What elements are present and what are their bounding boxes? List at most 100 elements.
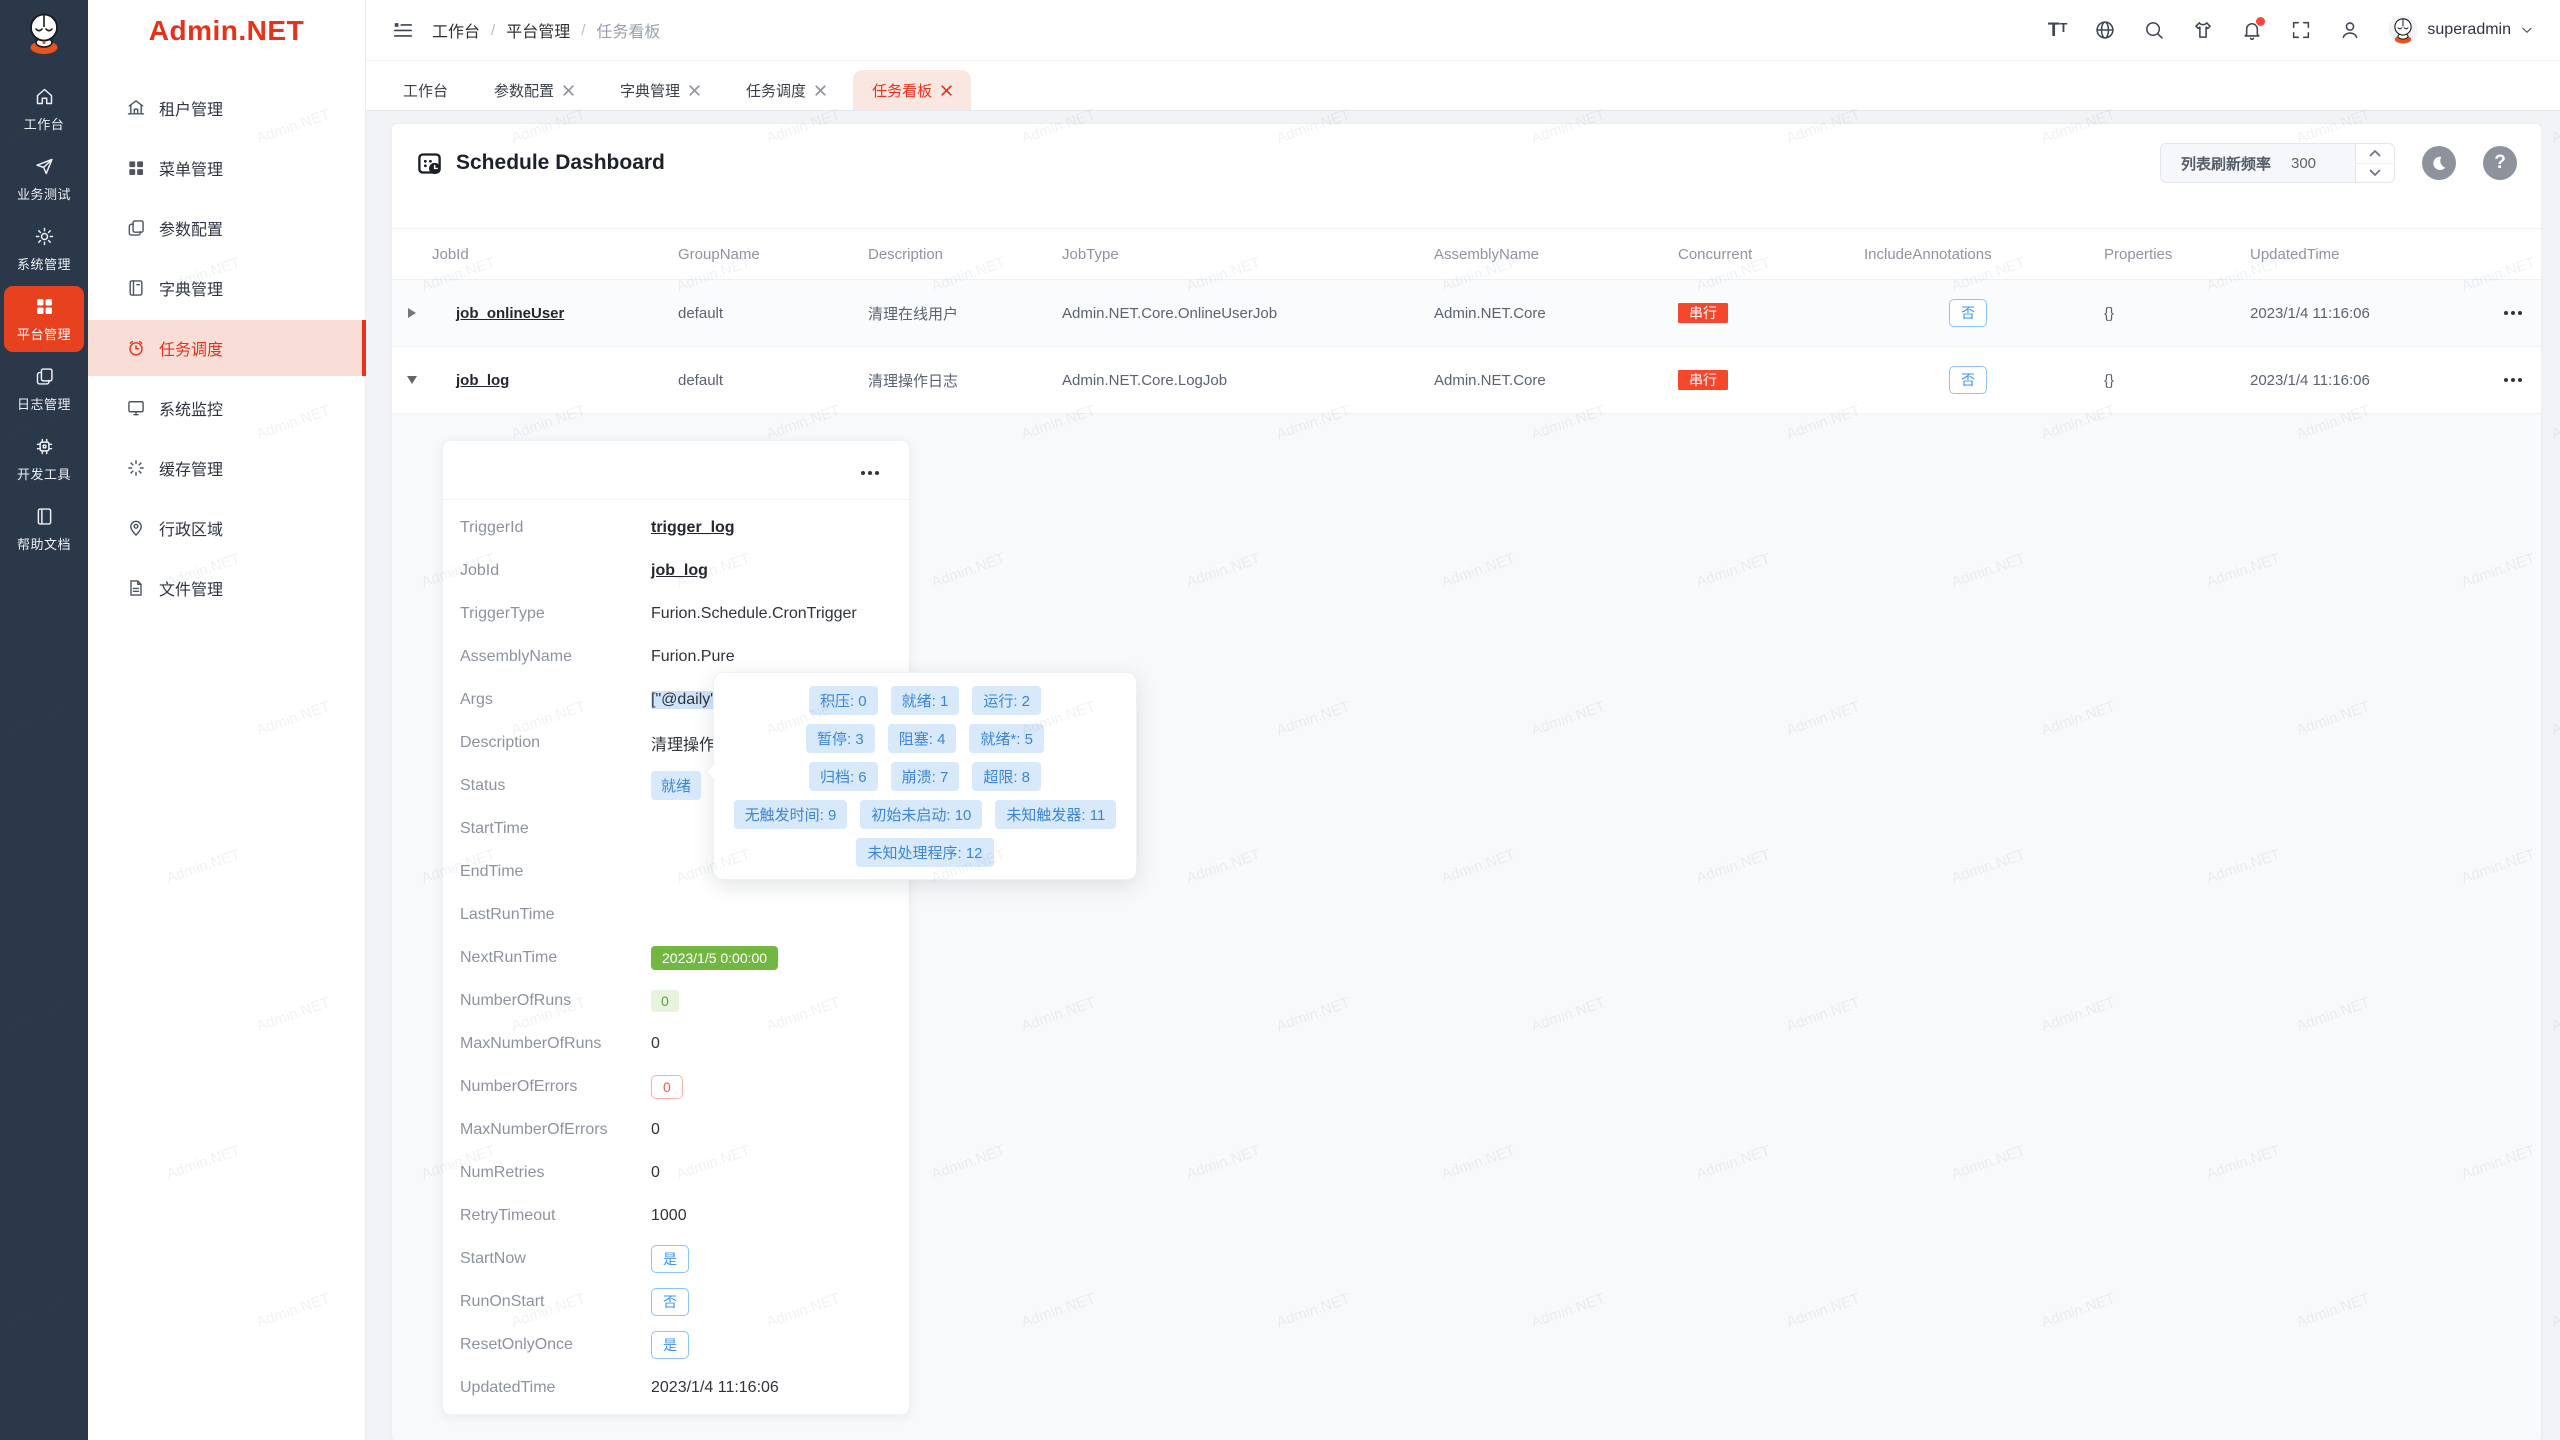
rail-item-help-docs[interactable]: 帮助文档 bbox=[4, 496, 84, 562]
dark-mode-icon[interactable] bbox=[2422, 146, 2456, 180]
sidebar-item-file-admin[interactable]: 文件管理 bbox=[88, 560, 365, 616]
job-id-link[interactable]: job_log bbox=[456, 371, 510, 389]
tab-task-dashboard[interactable]: 任务看板 bbox=[853, 70, 972, 110]
detail-label: EndTime bbox=[460, 862, 524, 880]
tab-workbench[interactable]: 工作台 bbox=[384, 70, 467, 110]
detail-row-assemblyname: AssemblyName Furion.Pure bbox=[443, 635, 909, 678]
tab-close-icon[interactable] bbox=[563, 84, 574, 96]
home-icon bbox=[36, 88, 52, 105]
page-title: Schedule Dashboard bbox=[456, 151, 665, 174]
detail-label: MaxNumberOfRuns bbox=[460, 1034, 602, 1052]
status-legend-badge: 暂停: 3 bbox=[806, 724, 875, 753]
refresh-rate-value[interactable]: 300 bbox=[2291, 154, 2317, 172]
detail-label: StartNow bbox=[460, 1249, 526, 1267]
theme-shirt-icon[interactable] bbox=[2192, 19, 2214, 41]
detail-row-starttime: StartTime bbox=[443, 807, 909, 850]
refresh-rate-label: 列表刷新频率 bbox=[2180, 155, 2271, 173]
stepper-down-icon[interactable] bbox=[2356, 164, 2394, 183]
detail-row-args: Args ["@daily"] bbox=[443, 678, 909, 721]
stepper-up-icon[interactable] bbox=[2356, 144, 2394, 164]
breadcrumb-item[interactable]: 工作台 bbox=[432, 24, 481, 41]
copy-document-icon bbox=[128, 220, 144, 236]
detail-row-triggerid: TriggerId trigger_log bbox=[443, 506, 909, 549]
rail-item-workbench[interactable]: 工作台 bbox=[4, 76, 84, 142]
sidebar-item-param-config[interactable]: 参数配置 bbox=[88, 200, 365, 256]
rail-item-label: 系统管理 bbox=[16, 257, 71, 272]
loading-spinner-icon bbox=[128, 460, 144, 476]
detail-label: AssemblyName bbox=[460, 647, 573, 665]
fullscreen-icon[interactable] bbox=[2290, 19, 2312, 41]
book-icon bbox=[37, 508, 51, 525]
user-menu[interactable]: superadmin bbox=[2388, 15, 2534, 45]
language-icon[interactable] bbox=[2094, 19, 2116, 41]
sidebar-item-system-monitor[interactable]: 系统监控 bbox=[88, 380, 365, 436]
job-id-link[interactable]: job_onlineUser bbox=[456, 304, 565, 322]
rail-item-platform-admin[interactable]: 平台管理 bbox=[4, 286, 84, 352]
rail-item-log-admin[interactable]: 日志管理 bbox=[4, 356, 84, 422]
avatar bbox=[2389, 15, 2418, 45]
header-controls: 列表刷新频率 300 bbox=[2159, 143, 2517, 183]
refresh-rate-input[interactable]: 列表刷新频率 300 bbox=[2159, 143, 2355, 183]
table-row-job-log[interactable]: job_log default 清理操作日志 Admin.NET.Core.Lo… bbox=[392, 347, 2541, 414]
tooltip-row: 暂停: 3 阻塞: 4 就绪*: 5 bbox=[726, 724, 1124, 753]
status-legend-badge: 归档: 6 bbox=[808, 762, 878, 791]
breadcrumb-item[interactable]: 平台管理 bbox=[506, 24, 571, 41]
tab-close-icon[interactable] bbox=[941, 84, 952, 96]
table-row-job-onlineUser[interactable]: job_onlineUser default 清理在线用户 Admin.NET.… bbox=[392, 280, 2541, 347]
more-actions-icon[interactable] bbox=[2500, 305, 2526, 321]
tab-close-icon[interactable] bbox=[815, 84, 826, 96]
tab-label: 任务调度 bbox=[746, 82, 807, 100]
detail-row-runonstart: RunOnStart 否 bbox=[443, 1280, 909, 1323]
trigger-detail-card: TriggerId trigger_log JobId job_log Trig… bbox=[442, 440, 910, 1415]
sidebar-item-cache-admin[interactable]: 缓存管理 bbox=[88, 440, 365, 496]
collapse-caret-icon[interactable] bbox=[392, 376, 432, 384]
sidebar-item-dict-admin[interactable]: 字典管理 bbox=[88, 260, 365, 316]
app-logo-text[interactable]: Admin.NET bbox=[148, 15, 305, 46]
detail-label: TriggerType bbox=[460, 604, 545, 622]
notification-bell-icon[interactable] bbox=[2241, 16, 2267, 41]
detail-row-numberoferrors: NumberOfErrors 0 bbox=[443, 1065, 909, 1108]
sidebar-item-admin-region[interactable]: 行政区域 bbox=[88, 500, 365, 556]
user-profile-icon[interactable] bbox=[2339, 19, 2361, 41]
cell-group-name: default bbox=[678, 371, 724, 389]
sidebar-item-menu-admin[interactable]: 菜单管理 bbox=[88, 140, 365, 196]
app-logo-mascot[interactable] bbox=[20, 9, 68, 62]
help-icon[interactable] bbox=[2483, 146, 2517, 180]
detail-label: RunOnStart bbox=[460, 1292, 545, 1310]
detail-row-status: Status 就绪 bbox=[443, 764, 909, 807]
detail-row-startnow: StartNow 是 bbox=[443, 1237, 909, 1280]
status-badge[interactable]: 就绪 bbox=[651, 771, 702, 800]
column-header: UpdatedTime bbox=[2250, 245, 2340, 263]
rail-item-business-test[interactable]: 业务测试 bbox=[4, 146, 84, 212]
breadcrumb-separator: / bbox=[581, 21, 586, 39]
search-icon[interactable] bbox=[2143, 19, 2165, 41]
sidebar-item-label: 参数配置 bbox=[159, 222, 224, 239]
column-header: AssemblyName bbox=[1434, 245, 1540, 263]
number-of-errors-badge: 0 bbox=[651, 1074, 683, 1099]
tab-param-config[interactable]: 参数配置 bbox=[475, 70, 593, 110]
start-now-badge: 是 bbox=[651, 1244, 689, 1273]
collapse-menu-icon[interactable] bbox=[392, 19, 414, 41]
trigger-id-link[interactable]: trigger_log bbox=[651, 518, 735, 536]
concurrent-badge: 串行 bbox=[1678, 370, 1728, 390]
rail-item-dev-tools[interactable]: 开发工具 bbox=[4, 426, 84, 492]
more-actions-icon[interactable] bbox=[857, 465, 883, 481]
chip-icon bbox=[36, 438, 52, 455]
sidebar-item-task-schedule[interactable]: 任务调度 bbox=[88, 320, 366, 376]
detail-label: RetryTimeout bbox=[460, 1206, 556, 1224]
rail-item-system-admin[interactable]: 系统管理 bbox=[4, 216, 84, 282]
expand-caret-icon[interactable] bbox=[392, 308, 432, 318]
tab-close-icon[interactable] bbox=[689, 84, 700, 96]
tab-dict-admin[interactable]: 字典管理 bbox=[601, 70, 719, 110]
detail-label: LastRunTime bbox=[460, 905, 555, 923]
sidebar-item-tenant-admin[interactable]: 租户管理 bbox=[88, 80, 365, 136]
job-id-link[interactable]: job_log bbox=[651, 561, 708, 579]
tab-task-schedule[interactable]: 任务调度 bbox=[727, 70, 845, 110]
column-header: Properties bbox=[2104, 245, 2173, 263]
cell-include-annotations: 否 bbox=[1848, 299, 2088, 327]
more-actions-icon[interactable] bbox=[2500, 372, 2526, 388]
tab-label: 工作台 bbox=[403, 82, 449, 100]
status-legend-badge: 阻塞: 4 bbox=[887, 724, 957, 753]
rail-item-label: 帮助文档 bbox=[16, 537, 71, 552]
